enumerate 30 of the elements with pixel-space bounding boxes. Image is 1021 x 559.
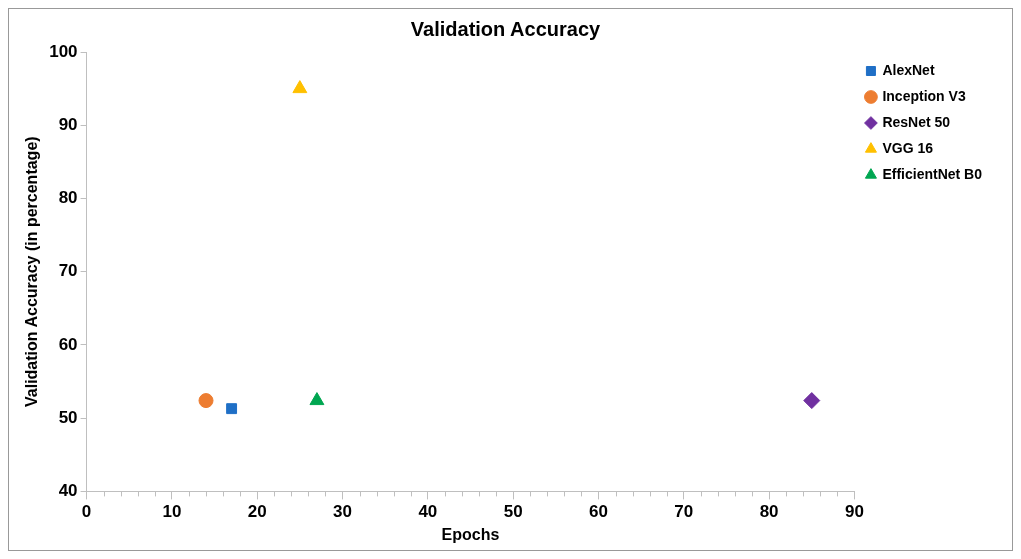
- point: [309, 392, 325, 406]
- y-tick-label: 70: [58, 261, 78, 281]
- point: [226, 403, 238, 415]
- point: [803, 392, 821, 410]
- legend-label: EfficientNet B0: [882, 165, 983, 182]
- point: [198, 393, 214, 409]
- point: [292, 80, 308, 94]
- x-tick-label: 70: [674, 502, 694, 522]
- x-tick-label: 20: [247, 502, 267, 522]
- y-tick-label: 60: [58, 334, 78, 354]
- y-tick-label: 40: [58, 481, 78, 501]
- y-tick-label: 90: [58, 114, 78, 134]
- x-tick-label: 60: [589, 502, 608, 522]
- x-tick-label: 50: [503, 502, 523, 522]
- legend-label: AlexNet: [882, 61, 935, 78]
- chart-title: Validation Accuracy: [410, 17, 602, 40]
- legend-label: ResNet 50: [882, 113, 951, 130]
- x-tick-label: 80: [759, 502, 779, 522]
- legend-label: VGG 16: [882, 139, 934, 156]
- x-tick-label: 40: [418, 502, 438, 522]
- x-axis-title: Epochs: [441, 525, 500, 543]
- x-tick-label: 10: [162, 502, 182, 522]
- y-tick-label: 50: [58, 407, 78, 427]
- y-tick-label: 100: [49, 41, 78, 61]
- x-tick-label: 0: [81, 502, 92, 522]
- x-tick-label: 30: [333, 502, 352, 522]
- legend-label: Inception V3: [882, 87, 966, 104]
- x-tick-label: 90: [844, 502, 864, 522]
- y-tick-label: 80: [58, 188, 78, 208]
- y-axis-title: Validation Accuracy (in percentage): [23, 136, 41, 407]
